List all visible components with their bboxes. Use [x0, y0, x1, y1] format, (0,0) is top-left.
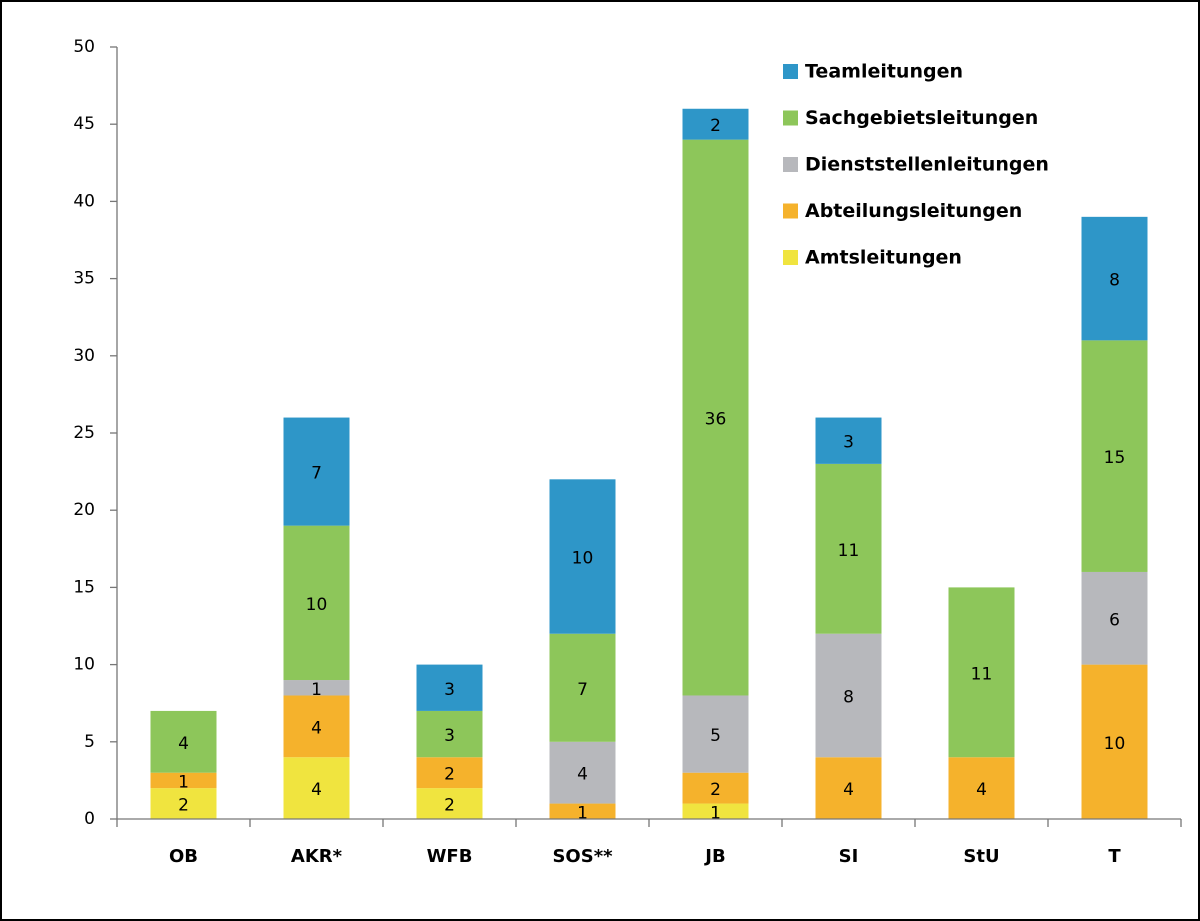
- y-tick-label: 40: [73, 191, 95, 211]
- bar-segment: [1081, 216, 1148, 341]
- value-label: 1: [710, 803, 721, 823]
- value-label: 3: [444, 726, 455, 746]
- value-label: 2: [178, 796, 189, 816]
- bar-segment: [549, 741, 616, 804]
- bar-segment: [416, 664, 483, 711]
- bar-segment: [283, 525, 350, 681]
- bar-segment: [283, 757, 350, 819]
- bar-segment: [549, 633, 616, 742]
- legend-label: Teamleitungen: [805, 61, 963, 83]
- value-label: 3: [843, 433, 854, 453]
- bar-segment: [815, 757, 882, 819]
- y-tick-label: 25: [73, 423, 95, 443]
- value-label: 8: [843, 687, 854, 707]
- bar-segment: [150, 788, 217, 819]
- value-label: 10: [306, 595, 328, 615]
- legend-label: Amtsleitungen: [805, 247, 962, 269]
- bar-segment: [549, 479, 616, 634]
- bar-segment: [682, 108, 749, 140]
- bar-segment: [549, 803, 616, 819]
- y-tick-label: 10: [73, 655, 95, 675]
- value-label: 10: [1104, 734, 1126, 754]
- legend-swatch: [783, 250, 798, 265]
- value-label: 7: [577, 680, 588, 700]
- x-tick-label: AKR*: [291, 846, 343, 867]
- value-label: 7: [311, 464, 322, 484]
- bar-segment: [283, 680, 350, 696]
- x-tick-label: SOS**: [552, 846, 613, 867]
- value-label: 1: [178, 772, 189, 792]
- x-tick-label: StU: [963, 846, 999, 867]
- legend-swatch: [783, 157, 798, 172]
- x-tick-label: SI: [839, 846, 859, 867]
- value-label: 11: [971, 664, 993, 684]
- bar-segment: [815, 417, 882, 464]
- y-tick-label: 45: [73, 114, 95, 134]
- bar-segment: [682, 139, 749, 696]
- x-tick-label: JB: [703, 846, 725, 867]
- y-tick-label: 15: [73, 577, 95, 597]
- value-label: 4: [178, 734, 189, 754]
- bar-segment: [416, 757, 483, 789]
- value-label: 6: [1109, 610, 1120, 630]
- legend-label: Abteilungsleitungen: [805, 200, 1022, 222]
- bar-segment: [1081, 571, 1148, 665]
- y-tick-label: 0: [84, 809, 95, 829]
- bar-segment: [948, 587, 1015, 758]
- value-label: 4: [577, 765, 588, 785]
- value-label: 3: [444, 680, 455, 700]
- value-label: 15: [1104, 448, 1126, 468]
- x-tick-label: OB: [169, 846, 198, 867]
- bar-segment: [150, 710, 217, 773]
- value-label: 2: [710, 780, 721, 800]
- bar-segment: [1081, 340, 1148, 572]
- y-tick-label: 50: [73, 37, 95, 57]
- bar-segment: [815, 463, 882, 634]
- y-tick-label: 20: [73, 500, 95, 520]
- value-label: 10: [572, 549, 594, 569]
- bar-segment: [682, 803, 749, 819]
- legend-swatch: [783, 64, 798, 79]
- y-tick-label: 5: [84, 732, 95, 752]
- x-tick-label: WFB: [427, 846, 473, 867]
- value-label: 1: [577, 803, 588, 823]
- x-tick-label: T: [1108, 846, 1121, 867]
- y-tick-label: 30: [73, 346, 95, 366]
- bar-segment: [416, 788, 483, 819]
- value-label: 4: [976, 780, 987, 800]
- legend-swatch: [783, 110, 798, 126]
- value-label: 1: [311, 680, 322, 700]
- value-label: 4: [843, 780, 854, 800]
- value-label: 2: [444, 796, 455, 816]
- bar-segment: [682, 695, 749, 773]
- bar-segment: [1081, 664, 1148, 819]
- value-label: 4: [311, 780, 322, 800]
- bar-segment: [150, 772, 217, 789]
- value-label: 5: [710, 726, 721, 746]
- legend-label: Dienststellenleitungen: [805, 154, 1049, 176]
- legend-swatch: [783, 203, 798, 219]
- bar-segment: [815, 633, 882, 758]
- bar-segment: [416, 710, 483, 758]
- value-label: 2: [444, 765, 455, 785]
- value-label: 8: [1109, 271, 1120, 291]
- legend-label: Sachgebietsleitungen: [805, 107, 1038, 129]
- value-label: 11: [838, 541, 860, 561]
- y-tick-label: 35: [73, 269, 95, 289]
- bar-segment: [283, 417, 350, 526]
- value-label: 2: [710, 116, 721, 136]
- bar-segment: [283, 695, 350, 758]
- bar-segment: [948, 757, 1015, 819]
- value-label: 4: [311, 718, 322, 738]
- bar-segment: [682, 772, 749, 804]
- value-label: 36: [705, 410, 727, 430]
